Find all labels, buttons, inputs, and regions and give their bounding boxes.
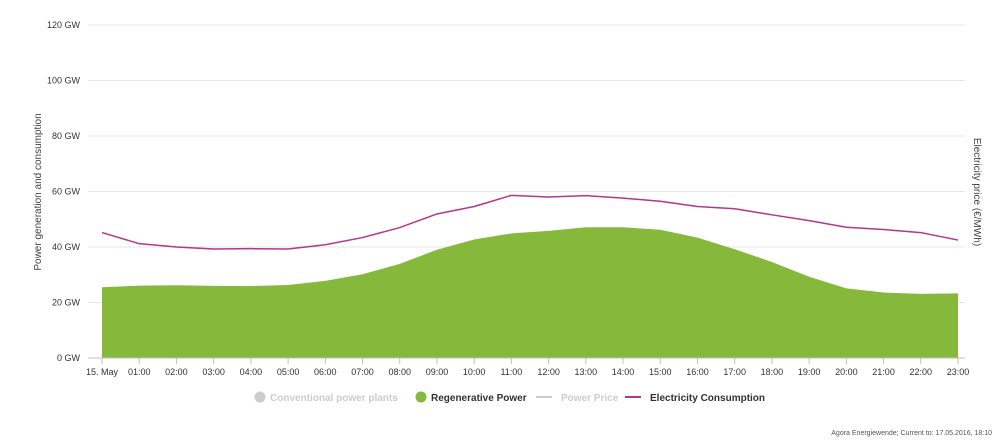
x-tick-label: 04:00	[240, 367, 263, 377]
x-tick-label: 01:00	[128, 367, 151, 377]
x-tick-label: 11:00	[500, 367, 522, 377]
x-tick-label: 22:00	[910, 367, 933, 377]
y-tick-label: 20 GW	[52, 298, 81, 308]
x-tick-label: 03:00	[202, 367, 225, 377]
x-tick-label: 15. May	[86, 367, 119, 377]
y-tick-label: 100 GW	[47, 76, 81, 86]
legend-item-conventional-power-plants[interactable]: Conventional power plants	[254, 391, 399, 405]
y-tick-label: 60 GW	[52, 187, 81, 197]
x-tick-label: 21:00	[872, 367, 895, 377]
x-tick-label: 07:00	[351, 367, 374, 377]
y-tick-label: 80 GW	[52, 131, 81, 141]
series-layer	[101, 194, 959, 358]
x-tick-label: 23:00	[947, 367, 970, 377]
x-tick-label: 10:00	[463, 367, 486, 377]
legend-label: Power Price	[561, 393, 619, 404]
x-tick-label: 16:00	[686, 367, 709, 377]
x-tick-label: 12:00	[537, 367, 560, 377]
legend: Conventional power plants Regenerative Po…	[254, 391, 765, 405]
y-tick-label: 0 GW	[57, 353, 81, 363]
x-tick-label: 06:00	[314, 367, 337, 377]
x-tick-label: 20:00	[835, 367, 858, 377]
legend-item-electricity-consumption[interactable]: Electricity Consumption	[625, 393, 765, 404]
legend-marker	[254, 391, 266, 403]
x-tick-label: 18:00	[761, 367, 784, 377]
y-tick-label: 40 GW	[52, 242, 81, 252]
y-axis-title-left: Power generation and consumption	[33, 113, 44, 270]
credits: Agora Energiewende; Current to: 17.05.20…	[831, 430, 992, 437]
x-tick-label: 09:00	[426, 367, 449, 377]
series-area-regenerative-power[interactable]	[102, 227, 958, 358]
legend-label: Electricity Consumption	[650, 393, 765, 404]
x-axis: 15. May 01:00 02:00 03:00 04:00 05:00 06:00 07:…	[86, 357, 970, 377]
x-tick-label: 17:00	[723, 367, 746, 377]
x-tick-label: 02:00	[165, 367, 188, 377]
y-tick-labels: 0 GW 20 GW 40 GW 60 GW 80 GW 100 GW 120 GW	[47, 20, 81, 363]
x-tick-label: 13:00	[575, 367, 598, 377]
x-tick-label: 15:00	[649, 367, 672, 377]
y-tick-label: 120 GW	[47, 20, 81, 30]
x-tick-label: 19:00	[798, 367, 821, 377]
x-tick-label: 14:00	[612, 367, 635, 377]
legend-label: Regenerative Power	[431, 393, 527, 404]
legend-item-power-price[interactable]: Power Price	[536, 393, 619, 404]
x-tick-label: 05:00	[277, 367, 300, 377]
legend-item-regenerative-power[interactable]: Regenerative Power	[415, 391, 527, 405]
legend-label: Conventional power plants	[270, 393, 398, 404]
y-axis-title-right: Electricity price (€/MWh)	[971, 138, 982, 246]
series-line-electricity-consumption[interactable]	[101, 194, 959, 250]
x-tick-label: 08:00	[388, 367, 411, 377]
legend-marker	[415, 391, 427, 403]
